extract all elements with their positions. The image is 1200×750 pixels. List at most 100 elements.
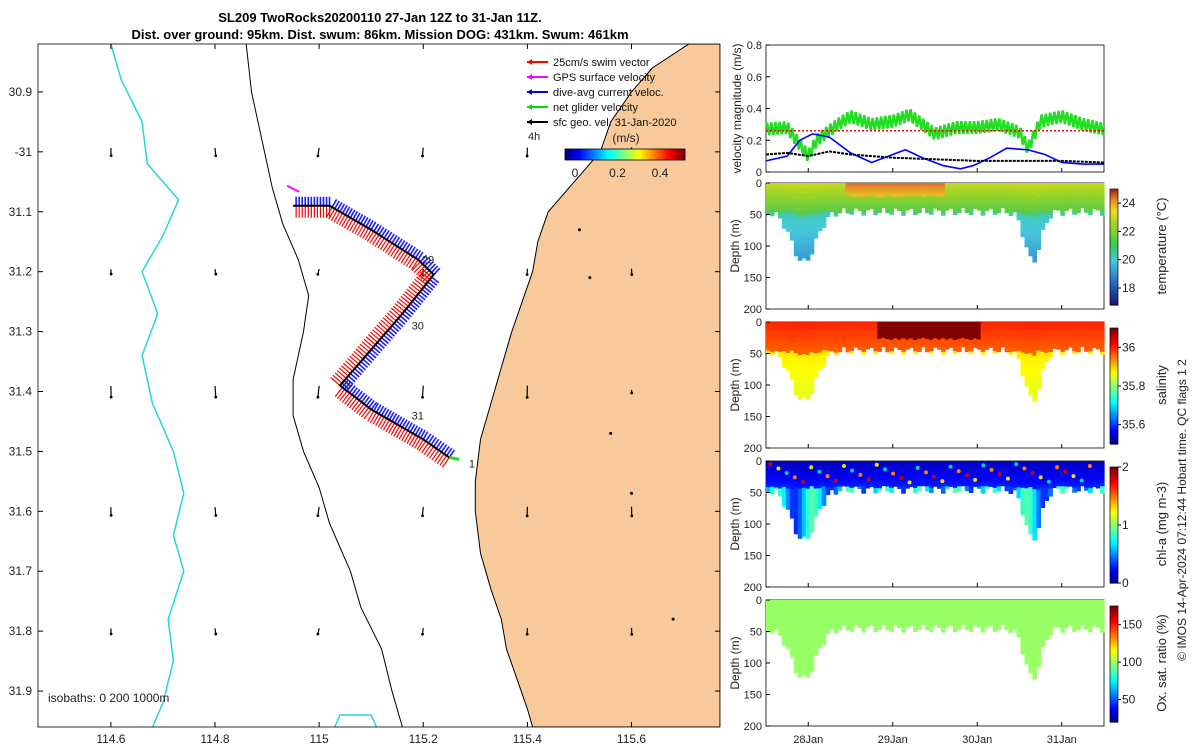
heatmap-cell (897, 600, 902, 603)
heatmap-cell (770, 470, 775, 474)
heatmap-cell (1008, 338, 1014, 342)
heatmap-cell (925, 465, 930, 468)
heatmap-cell (941, 465, 946, 469)
heatmap-cell (964, 332, 970, 336)
heatmap-cell (869, 482, 874, 486)
heatmap-cell (933, 468, 938, 471)
heatmap-cell (905, 192, 910, 196)
heatmap-cell (1048, 337, 1053, 341)
heatmap-cell (766, 202, 771, 206)
heatmap-cell (901, 465, 906, 469)
heatmap-cell (785, 461, 791, 465)
heatmap-cell (789, 481, 795, 486)
heatmap-cell (837, 332, 843, 336)
heatmap-cell (1096, 323, 1101, 327)
heatmap-cell (1044, 347, 1049, 351)
swim-vector (347, 358, 358, 367)
heatmap-cell (766, 326, 771, 330)
heatmap-cell (781, 192, 787, 197)
heatmap-cell (789, 473, 795, 478)
isobath-label: isobaths: 0 200 1000m (48, 691, 169, 705)
heatmap-cell (1052, 201, 1057, 205)
heatmap-cell (1000, 205, 1006, 209)
speed-colorbar-cell (679, 149, 682, 160)
heatmap-cell (829, 324, 835, 327)
heatmap-cell (956, 197, 962, 201)
heatmap-cell (921, 323, 926, 327)
heatmap-cell (889, 476, 894, 480)
heatmap-cell (813, 600, 819, 605)
colorbar-cell (1110, 328, 1118, 331)
heatmap-cell (801, 493, 807, 500)
heatmap-cell (917, 336, 922, 340)
swim-vector (398, 251, 406, 262)
heatmap-cell (960, 341, 966, 344)
heatmap-cell (964, 486, 970, 489)
heatmap-cell (1008, 328, 1014, 332)
heatmap-cell (917, 463, 922, 466)
current-vector (386, 231, 393, 241)
heatmap-cell (913, 483, 918, 487)
heatmap-cell (777, 327, 783, 331)
colorbar-cell (1110, 548, 1118, 552)
heatmap-cell (805, 393, 811, 400)
heatmap-cell (1032, 250, 1037, 257)
chl-sample-dot (768, 462, 773, 467)
map-x-tick-label: 115 (310, 732, 329, 746)
swim-vector (351, 221, 359, 233)
heatmap-cell (952, 467, 958, 471)
heatmap-cell (1032, 188, 1037, 195)
heatmap-cell (1040, 192, 1045, 197)
heatmap-cell (829, 471, 835, 474)
heatmap-cell (984, 345, 990, 348)
heatmap-cell (976, 183, 982, 186)
heatmap-cell (829, 197, 835, 200)
heatmap-cell (805, 638, 811, 645)
geo-vel-arrowhead (525, 514, 529, 518)
heatmap-cell (1100, 490, 1105, 494)
heatmap-cell (1024, 322, 1030, 328)
heatmap-cell (1072, 333, 1077, 336)
heatmap-cell (797, 188, 803, 195)
swim-vector (401, 430, 409, 442)
heatmap-cell (865, 333, 870, 337)
heatmap-cell (881, 603, 886, 606)
swim-vector (426, 446, 435, 457)
swim-vector (356, 403, 365, 414)
heatmap-cell (893, 603, 898, 606)
heatmap-cell (992, 187, 998, 191)
depth-y-tick-label: 50 (750, 210, 762, 222)
heatmap-cell (825, 185, 831, 189)
heatmap-cell (901, 620, 906, 624)
heatmap-cell (948, 332, 954, 336)
heatmap-cell (885, 467, 890, 471)
colorbar-cell (1110, 335, 1118, 338)
heatmap-cell (833, 618, 839, 622)
heatmap-cell (1100, 199, 1105, 202)
heatmap-cell (1100, 194, 1105, 198)
heatmap-cell (873, 189, 878, 193)
heatmap-cell (777, 483, 783, 487)
heatmap-cell (925, 484, 930, 487)
chl-sample-dot (801, 479, 806, 484)
heatmap-cell (972, 192, 978, 195)
heatmap-cell (897, 486, 902, 489)
heatmap-cell (937, 198, 942, 202)
heatmap-cell (925, 486, 930, 490)
swim-vector (348, 398, 358, 409)
heatmap-cell (941, 600, 946, 603)
current-vector (440, 444, 448, 453)
heatmap-cell (853, 480, 859, 484)
colorbar-cell (1110, 209, 1118, 213)
map-y-tick-label: 31.5 (9, 444, 33, 458)
heatmap-cell (869, 600, 874, 603)
heatmap-cell (933, 616, 938, 619)
colorbar-cell (1110, 200, 1118, 204)
heatmap-cell (809, 372, 815, 379)
heatmap-cell (833, 326, 839, 330)
heatmap-cell (941, 212, 946, 216)
heatmap-cell (925, 202, 930, 205)
heatmap-cell (781, 357, 787, 362)
heatmap-cell (1020, 190, 1026, 196)
heatmap-cell (766, 335, 771, 338)
